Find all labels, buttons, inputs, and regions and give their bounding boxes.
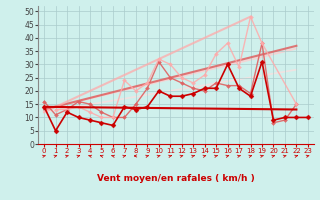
X-axis label: Vent moyen/en rafales ( km/h ): Vent moyen/en rafales ( km/h ) bbox=[97, 174, 255, 183]
